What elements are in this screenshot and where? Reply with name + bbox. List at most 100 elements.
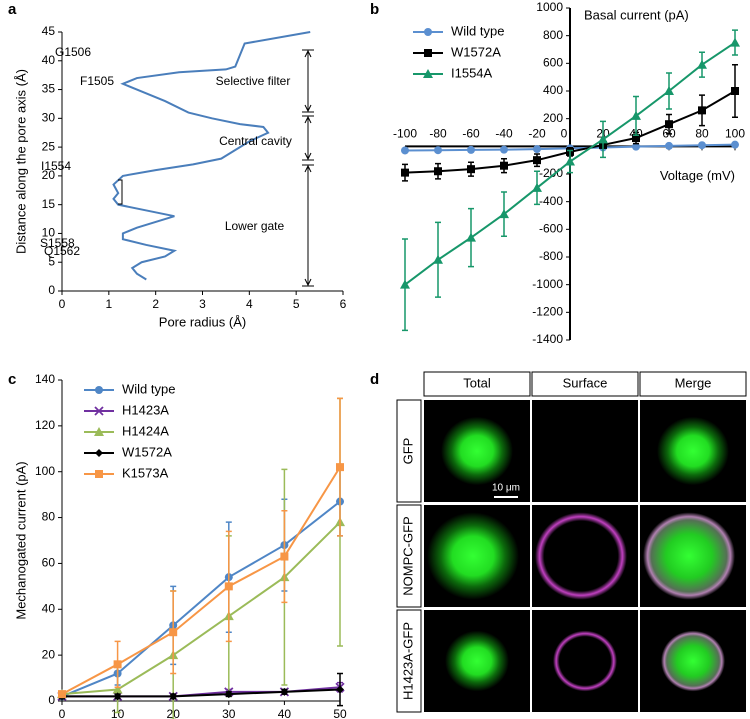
marker [665,141,673,150]
marker [698,106,706,115]
y-tick-label: 800 [543,28,563,42]
series-line [61,466,341,696]
x-tick-label: 40 [278,707,292,719]
legend-label: W1572A [451,44,501,59]
y-tick-label: -1200 [532,305,563,319]
panel-label: a [8,1,17,18]
marker [533,145,541,154]
marker [533,156,541,165]
marker [169,628,178,637]
x-tick-label: 30 [222,707,236,719]
marker [632,134,640,143]
marker [424,28,432,36]
annotation: F1505 [80,74,114,88]
marker [224,690,233,699]
panel-label: c [8,371,16,388]
x-tick-label: 5 [293,297,300,311]
cell-total [427,512,519,600]
y-tick-label: 20 [42,647,56,661]
series-line [61,521,341,696]
y-tick-label: 30 [42,111,56,125]
row-label-box [396,504,422,608]
y-tick-label: 5 [48,254,55,268]
row-label: H1423A-GFP [400,622,415,700]
annotation: G1506 [55,45,91,59]
column-header: Total [463,375,491,390]
y-tick-label: -600 [539,222,563,236]
y-tick-label: 60 [42,556,56,570]
series-line [112,31,311,281]
arrow-head [304,49,312,113]
x-tick-label: -100 [393,127,417,141]
marker [224,582,233,591]
cell-total [445,630,509,692]
scale-bar-label: 10 μm [492,483,520,494]
annotation: Q1562 [44,244,80,258]
marker [665,120,673,129]
marker [467,165,475,174]
marker [424,49,432,57]
marker [434,167,442,176]
x-tick-label: 50 [333,707,347,719]
marker [112,684,123,694]
cell-merge [661,630,725,692]
marker [500,145,508,154]
x-tick-label: 0 [59,707,66,719]
x-tick-label: 2 [152,297,159,311]
column-header: Surface [563,375,608,390]
cell-merge [657,416,729,486]
y-tick-label: 400 [543,83,563,97]
column-header-box [531,371,639,397]
marker [400,279,410,289]
marker [730,37,740,47]
row-label-box [396,609,422,713]
marker [532,182,542,192]
arrow-head [304,115,312,161]
marker [336,685,344,694]
x-tick-label: 3 [199,297,206,311]
x-tick-label: 0 [561,127,568,141]
x-tick-label: -40 [495,127,513,141]
y-tick-label: 10 [42,226,56,240]
marker [731,140,739,149]
y-tick-label: 1000 [536,0,563,14]
marker [434,146,442,155]
legend-label: H1424A [122,423,169,438]
marker [698,141,706,150]
marker [467,145,475,154]
row-label: NOMPC-GFP [400,516,415,595]
y-tick-label: 120 [35,418,55,432]
cell-merge [643,512,735,600]
y-tick-label: 600 [543,56,563,70]
marker [401,168,409,177]
y-axis-label: Mechanogated current (pA) [13,461,28,619]
annotation: Selective filter [216,74,291,88]
legend-label: K1573A [122,465,169,480]
y-tick-label: 100 [35,464,55,478]
marker [664,86,674,95]
row-label: GFP [400,438,415,465]
cell-surface [553,630,617,692]
row-label-box [396,399,422,503]
column-header-box [423,371,531,397]
marker [169,692,178,701]
marker [113,660,122,669]
annotation: Central cavity [219,134,292,148]
y-axis-label: Basal current (pA) [584,7,689,22]
y-tick-label: 0 [48,693,55,707]
x-tick-label: 80 [695,127,709,141]
legend-label: H1423A [122,402,169,417]
y-tick-label: -200 [539,166,563,180]
marker [731,87,739,95]
x-tick-label: -60 [462,127,480,141]
column-header: Merge [675,375,712,390]
marker [433,254,443,264]
marker [632,142,640,151]
arrow-head [304,164,312,287]
marker [499,209,509,219]
series-line [62,688,341,698]
marker [113,692,122,701]
marker [94,406,104,416]
marker [697,59,707,69]
